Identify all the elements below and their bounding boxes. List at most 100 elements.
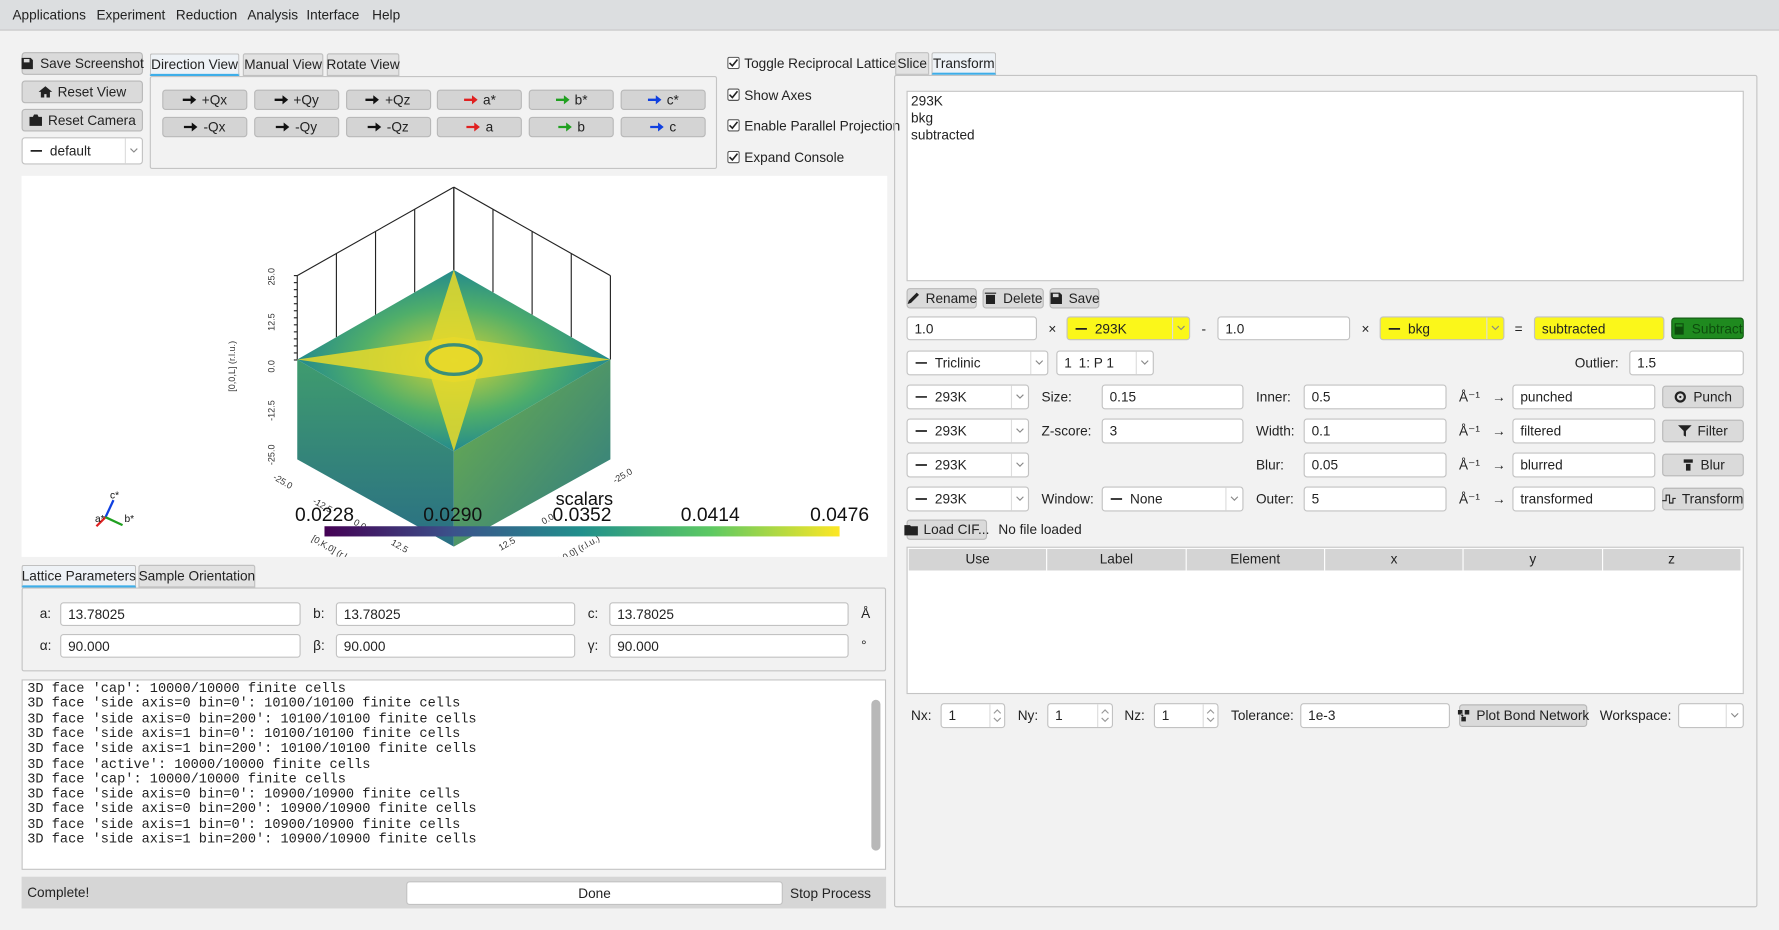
direction-button[interactable]: c* <box>620 89 706 111</box>
param-input[interactable]: 0.15 <box>1101 384 1244 410</box>
scale-input[interactable]: 1.0 <box>906 316 1037 341</box>
operation-button[interactable]: Filter <box>1662 419 1744 443</box>
colormap-combo[interactable]: default <box>21 137 143 165</box>
checkbox[interactable] <box>727 150 740 164</box>
direction-button[interactable]: -Qz <box>345 116 431 138</box>
nx-spin[interactable]: 1 <box>940 703 1006 729</box>
menu-item[interactable]: Analysis <box>247 6 299 23</box>
view-tab[interactable]: Rotate View <box>326 53 400 76</box>
direction-button[interactable]: +Qx <box>162 89 248 111</box>
column-header[interactable]: y <box>1464 548 1603 571</box>
view-tab[interactable]: Direction View <box>149 53 240 76</box>
lattice-input[interactable]: 13.78025 <box>60 602 301 627</box>
direction-button[interactable]: +Qy <box>253 89 340 111</box>
param-input[interactable]: 0.5 <box>1303 384 1447 410</box>
reset-camera-button[interactable]: Reset Camera <box>21 108 143 132</box>
stop-process-button[interactable]: Stop Process <box>789 881 873 905</box>
output-input[interactable]: blurred <box>1512 452 1656 478</box>
dataset-combo[interactable]: 293K <box>1066 316 1191 341</box>
crystal-system-combo[interactable]: Triclinic <box>906 350 1049 376</box>
lattice-input[interactable]: 13.78025 <box>609 602 849 627</box>
dataset-combo[interactable]: 293K <box>906 384 1030 410</box>
operation-button[interactable]: Punch <box>1662 385 1744 409</box>
space-group-combo[interactable]: 1 1: P 1 <box>1056 350 1154 376</box>
menu-item[interactable]: Applications <box>12 6 86 23</box>
checkbox[interactable] <box>727 56 740 70</box>
lattice-tab[interactable]: Lattice Parameters <box>21 564 137 588</box>
plot-bond-network-button[interactable]: Plot Bond Network <box>1458 704 1589 727</box>
load-cif-button[interactable]: Load CIF... <box>904 519 989 540</box>
param-input[interactable]: None <box>1101 486 1244 512</box>
menu-item[interactable]: Interface <box>306 6 360 23</box>
output-input[interactable]: filtered <box>1512 418 1656 444</box>
menu-item[interactable]: Help <box>372 6 401 23</box>
operation-button[interactable]: Blur <box>1662 453 1744 477</box>
dataset-button[interactable]: Rename <box>906 288 977 309</box>
dataset-button[interactable]: Save <box>1049 288 1100 309</box>
save-screenshot-button[interactable]: Save Screenshot <box>21 52 144 75</box>
menu-item[interactable]: Reduction <box>175 6 238 23</box>
direction-button[interactable]: -Qy <box>253 116 340 138</box>
lattice-input[interactable]: 90.000 <box>609 633 849 658</box>
lattice-input[interactable]: 13.78025 <box>335 602 576 627</box>
output-input[interactable]: punched <box>1512 384 1656 410</box>
direction-button[interactable]: +Qz <box>345 89 431 111</box>
checkbox[interactable] <box>727 119 740 132</box>
right-tab[interactable]: Slice <box>895 52 930 75</box>
param-input[interactable]: 0.05 <box>1303 452 1447 478</box>
param-label: Size: <box>1041 389 1072 405</box>
column-header[interactable]: Use <box>909 548 1048 571</box>
x-axis-title: [H,0,0] (r.l.u.) <box>551 533 601 557</box>
param-input[interactable]: 0.1 <box>1303 418 1447 444</box>
dataset-button[interactable]: Delete <box>982 288 1044 309</box>
orientation-label: b* <box>125 514 135 525</box>
column-header[interactable]: Label <box>1048 548 1187 571</box>
dataset-button-label: Delete <box>1003 290 1043 307</box>
column-header[interactable]: Element <box>1186 548 1326 571</box>
workspace-combo[interactable] <box>1678 703 1744 729</box>
scale-input[interactable]: 1.0 <box>1217 316 1351 341</box>
param-input[interactable]: 3 <box>1101 418 1244 444</box>
tolerance-input[interactable]: 1e-3 <box>1300 703 1450 729</box>
lattice-tab[interactable]: Sample Orientation <box>138 564 256 588</box>
param-input[interactable]: 5 <box>1303 486 1447 512</box>
direction-button[interactable]: -Qx <box>162 116 248 138</box>
direction-button[interactable]: b <box>528 116 615 138</box>
nz-spin[interactable]: 1 <box>1153 703 1219 729</box>
view-tab[interactable]: Manual View <box>242 53 324 76</box>
output-input[interactable]: subtracted <box>1533 316 1665 341</box>
arrow-glyph <box>1016 496 1024 501</box>
dataset-combo[interactable]: 293K <box>906 418 1030 444</box>
dataset-combo[interactable]: 293K <box>906 486 1030 512</box>
operation-button[interactable]: Transform <box>1662 487 1744 511</box>
output-input[interactable]: transformed <box>1512 486 1656 512</box>
direction-button[interactable]: b* <box>528 89 615 111</box>
orientation-label: a* <box>95 514 105 525</box>
lattice-input[interactable]: 90.000 <box>335 633 576 658</box>
direction-button[interactable]: a* <box>437 89 523 111</box>
viewer[interactable]: 25.0 12.5 0.0 -12.5 -25.0 [0,0,L] (r.l.u.) -25… <box>21 175 888 568</box>
column-header[interactable]: z <box>1603 548 1742 571</box>
nz-spin-text: 1 <box>1161 707 1170 724</box>
calc-icon <box>1674 322 1684 335</box>
reset-view-button[interactable]: Reset View <box>21 80 143 104</box>
menu-item[interactable]: Experiment <box>96 6 166 23</box>
checkbox[interactable] <box>727 88 740 101</box>
lattice-input[interactable]: 90.000 <box>60 633 301 658</box>
column-header[interactable]: x <box>1325 548 1464 571</box>
dataset-combo[interactable]: bkg <box>1379 316 1505 341</box>
dataset-combo[interactable]: 293K <box>906 452 1030 478</box>
direction-button[interactable]: c <box>620 116 706 138</box>
dropdown-arrow <box>1010 385 1024 409</box>
dataset-item[interactable]: 293K <box>911 93 943 109</box>
arrow-glyph <box>1101 709 1109 723</box>
dataset-item[interactable]: subtracted <box>911 127 975 143</box>
subtract-button[interactable]: Subtract <box>1671 317 1744 340</box>
direction-button[interactable]: a <box>437 116 523 138</box>
dataset-item[interactable]: bkg <box>911 110 934 126</box>
ny-spin[interactable]: 1 <box>1047 703 1114 729</box>
progress-bar[interactable]: Done <box>406 881 783 906</box>
outlier-input[interactable]: 1.5 <box>1629 350 1744 376</box>
right-tab[interactable]: Transform <box>931 52 997 75</box>
